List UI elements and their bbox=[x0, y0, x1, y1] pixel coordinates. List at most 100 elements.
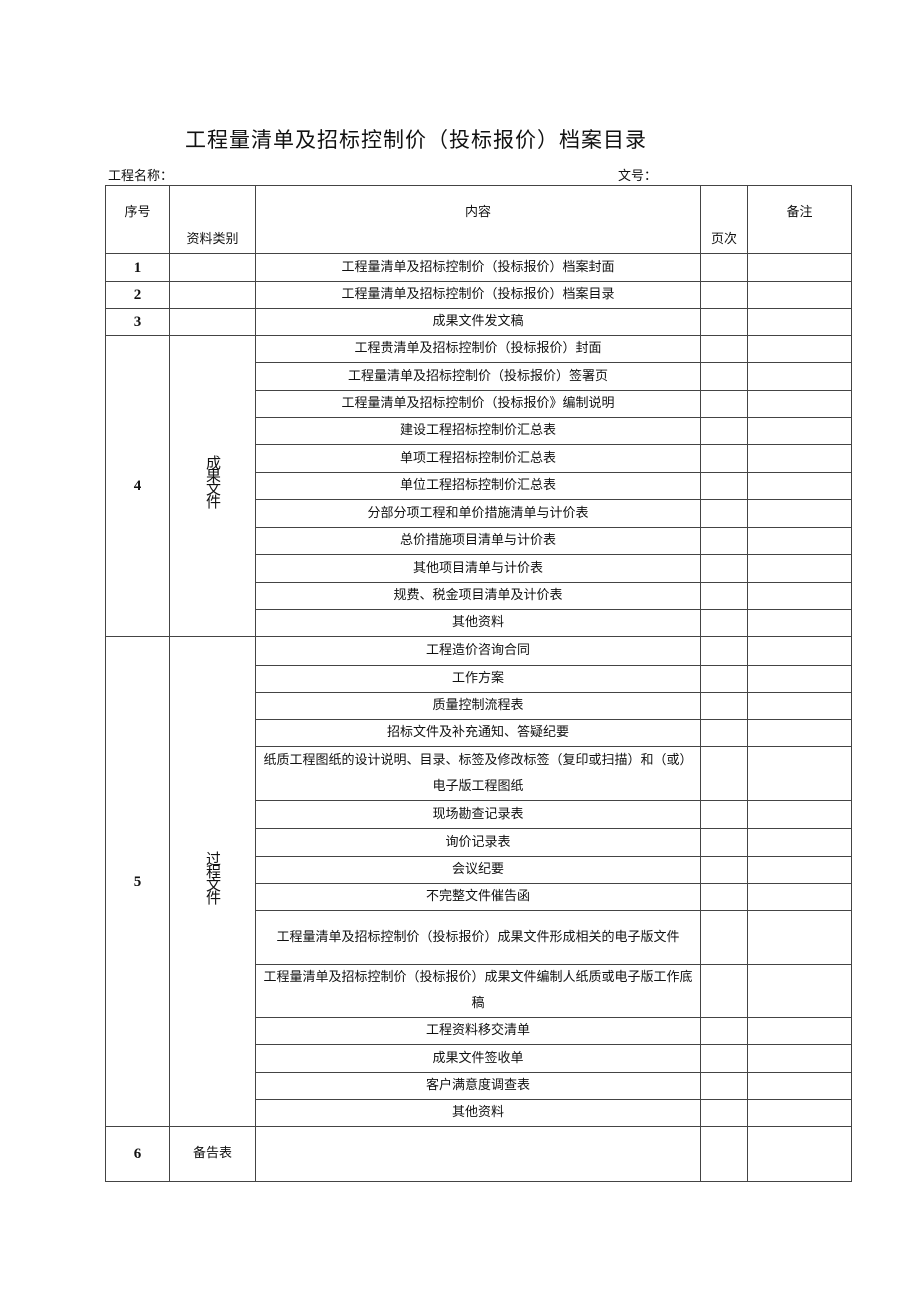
remarks-cell bbox=[747, 253, 852, 282]
pages-cell bbox=[700, 828, 748, 857]
pages-cell bbox=[700, 800, 748, 829]
table-row: 4 成果文件 工程贵清单及招标控制价（投标报价）封面 bbox=[105, 335, 852, 637]
table-row: 其他项目清单与计价表 bbox=[106, 554, 852, 583]
category-cell bbox=[169, 308, 256, 336]
content-cell: 询价记录表 bbox=[255, 828, 701, 857]
content-cell: 成果文件发文稿 bbox=[255, 308, 701, 336]
seq-cell: 4 bbox=[105, 335, 170, 637]
content-cell: 工程量清单及招标控制价（投标报价）档案封面 bbox=[255, 253, 701, 282]
page-title: 工程量清单及招标控制价（投标报价）档案目录 bbox=[185, 128, 647, 152]
pages-cell bbox=[700, 746, 748, 801]
content-cell: 工程贵清单及招标控制价（投标报价）封面 bbox=[255, 335, 701, 363]
category-label: 成果文件 bbox=[204, 455, 222, 507]
category-cell: 过程文件 bbox=[169, 636, 256, 1127]
table-row: 6 备告表 bbox=[105, 1126, 852, 1182]
content-cell: 其他资料 bbox=[255, 609, 701, 637]
content-cell: 其他资料 bbox=[255, 1099, 701, 1127]
remarks-cell bbox=[747, 1072, 852, 1100]
pages-cell bbox=[700, 499, 748, 528]
pages-cell bbox=[700, 390, 748, 418]
remarks-cell bbox=[747, 335, 852, 363]
pages-cell bbox=[700, 883, 748, 911]
content-cell: 招标文件及补充通知、答疑纪要 bbox=[255, 719, 701, 747]
doc-no-label: 文号： bbox=[618, 169, 658, 184]
archive-table: 序号 资料类别 内容 页次 备注 1 工程量清单及招标控制价（投标报价）档案封面 2… bbox=[105, 185, 852, 1182]
table-row: 纸质工程图纸的设计说明、目录、标签及修改标签（复印或扫描）和（或）电子版工程图纸 bbox=[106, 746, 852, 801]
table-row: 工作方案 bbox=[106, 665, 852, 693]
pages-cell bbox=[700, 417, 748, 445]
table-row: 分部分项工程和单价措施清单与计价表 bbox=[106, 499, 852, 528]
remarks-cell bbox=[747, 964, 852, 1018]
table-row: 质量控制流程表 bbox=[106, 692, 852, 720]
pages-cell bbox=[700, 1044, 748, 1073]
content-cell: 规费、税金项目清单及计价表 bbox=[255, 582, 701, 610]
table-row: 客户满意度调查表 bbox=[106, 1072, 852, 1100]
pages-cell bbox=[700, 1126, 748, 1182]
header-remarks: 备注 bbox=[747, 185, 852, 254]
remarks-cell bbox=[747, 582, 852, 610]
pages-cell bbox=[700, 1017, 748, 1045]
table-row: 工程量清单及招标控制价（投标报价》编制说明 bbox=[106, 390, 852, 418]
header-pages: 页次 bbox=[700, 185, 748, 254]
remarks-cell bbox=[747, 308, 852, 336]
pages-cell bbox=[700, 308, 748, 336]
remarks-cell bbox=[747, 910, 852, 965]
table-row: 招标文件及补充通知、答疑纪要 bbox=[106, 719, 852, 747]
content-cell: 纸质工程图纸的设计说明、目录、标签及修改标签（复印或扫描）和（或）电子版工程图纸 bbox=[255, 746, 701, 801]
remarks-cell bbox=[747, 499, 852, 528]
seq-cell: 5 bbox=[105, 636, 170, 1127]
remarks-cell bbox=[747, 800, 852, 829]
category-cell: 成果文件 bbox=[169, 335, 256, 637]
pages-cell bbox=[700, 964, 748, 1018]
remarks-cell bbox=[747, 1099, 852, 1127]
content-cell: 工程量清单及招标控制价（投标报价）签署页 bbox=[255, 362, 701, 391]
table-row: 会议纪要 bbox=[106, 856, 852, 884]
content-cell: 总价措施项目清单与计价表 bbox=[255, 527, 701, 555]
remarks-cell bbox=[747, 472, 852, 500]
content-cell: 工程量清单及招标控制价（投标报价）成果文件形成相关的电子版文件 bbox=[255, 910, 701, 965]
table-row: 询价记录表 bbox=[106, 828, 852, 857]
content-cell: 分部分项工程和单价措施清单与计价表 bbox=[255, 499, 701, 528]
pages-cell bbox=[700, 253, 748, 282]
pages-cell bbox=[700, 335, 748, 363]
content-cell: 质量控制流程表 bbox=[255, 692, 701, 720]
remarks-cell bbox=[747, 636, 852, 666]
content-cell: 工程量清单及招标控制价（投标报价）成果文件编制人纸质或电子版工作底稿 bbox=[255, 964, 701, 1018]
remarks-cell bbox=[747, 665, 852, 693]
remarks-cell bbox=[747, 883, 852, 911]
pages-cell bbox=[700, 472, 748, 500]
remarks-cell bbox=[747, 362, 852, 391]
pages-cell bbox=[700, 665, 748, 693]
table-row: 不完整文件催告函 bbox=[106, 883, 852, 911]
table-row: 5 过程文件 工程造价咨询合同 bbox=[105, 636, 852, 1127]
table-row: 现场勘查记录表 bbox=[106, 800, 852, 829]
pages-cell bbox=[700, 609, 748, 637]
pages-cell bbox=[700, 362, 748, 391]
remarks-cell bbox=[747, 746, 852, 801]
remarks-cell bbox=[747, 856, 852, 884]
pages-cell bbox=[700, 444, 748, 473]
remarks-cell bbox=[747, 609, 852, 637]
content-cell: 单项工程招标控制价汇总表 bbox=[255, 444, 701, 473]
pages-cell bbox=[700, 1099, 748, 1127]
content-cell: 工程量清单及招标控制价（投标报价》编制说明 bbox=[255, 390, 701, 418]
table-row: 规费、税金项目清单及计价表 bbox=[106, 582, 852, 610]
seq-cell: 1 bbox=[105, 253, 170, 282]
header-row: 序号 资料类别 内容 页次 备注 bbox=[105, 185, 852, 254]
remarks-cell bbox=[747, 281, 852, 309]
header-content: 内容 bbox=[255, 185, 701, 254]
seq-cell: 6 bbox=[105, 1126, 170, 1182]
content-cell: 单位工程招标控制价汇总表 bbox=[255, 472, 701, 500]
pages-cell bbox=[700, 719, 748, 747]
pages-cell bbox=[700, 856, 748, 884]
content-cell: 建设工程招标控制价汇总表 bbox=[255, 417, 701, 445]
seq-cell: 2 bbox=[105, 281, 170, 309]
pages-cell bbox=[700, 910, 748, 965]
pages-cell bbox=[700, 582, 748, 610]
remarks-cell bbox=[747, 527, 852, 555]
remarks-cell bbox=[747, 417, 852, 445]
remarks-cell bbox=[747, 828, 852, 857]
content-cell: 工程资料移交清单 bbox=[255, 1017, 701, 1045]
seq-cell: 3 bbox=[105, 308, 170, 336]
